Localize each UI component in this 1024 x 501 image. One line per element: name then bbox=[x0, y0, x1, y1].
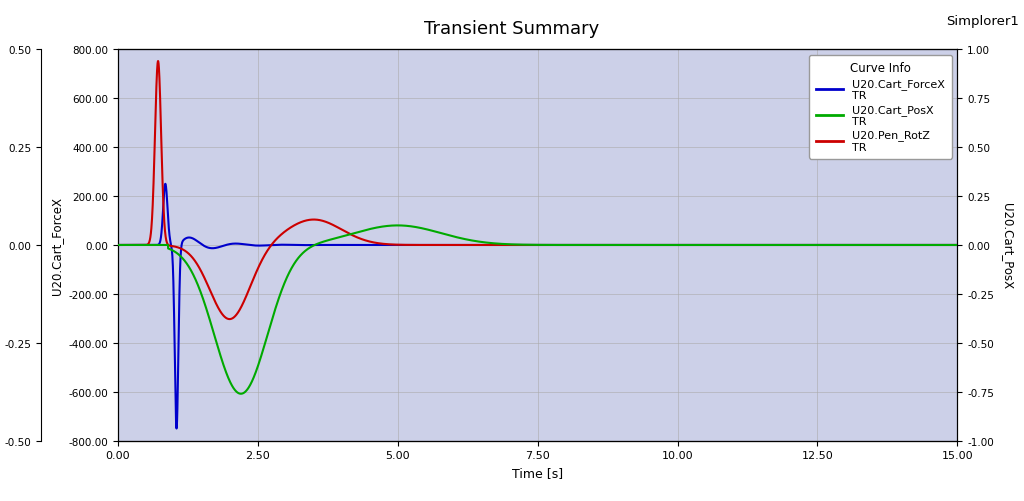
Y-axis label: U20.Cart_ForceX: U20.Cart_ForceX bbox=[50, 196, 62, 295]
Y-axis label: U20.Cart_PosX: U20.Cart_PosX bbox=[1000, 202, 1014, 289]
Text: Transient Summary: Transient Summary bbox=[424, 20, 600, 38]
Text: Simplorer1: Simplorer1 bbox=[946, 15, 1019, 28]
Legend: U20.Cart_ForceX
TR, U20.Cart_PosX
TR, U20.Pen_RotZ
TR: U20.Cart_ForceX TR, U20.Cart_PosX TR, U2… bbox=[809, 56, 952, 159]
X-axis label: Time [s]: Time [s] bbox=[512, 466, 563, 479]
